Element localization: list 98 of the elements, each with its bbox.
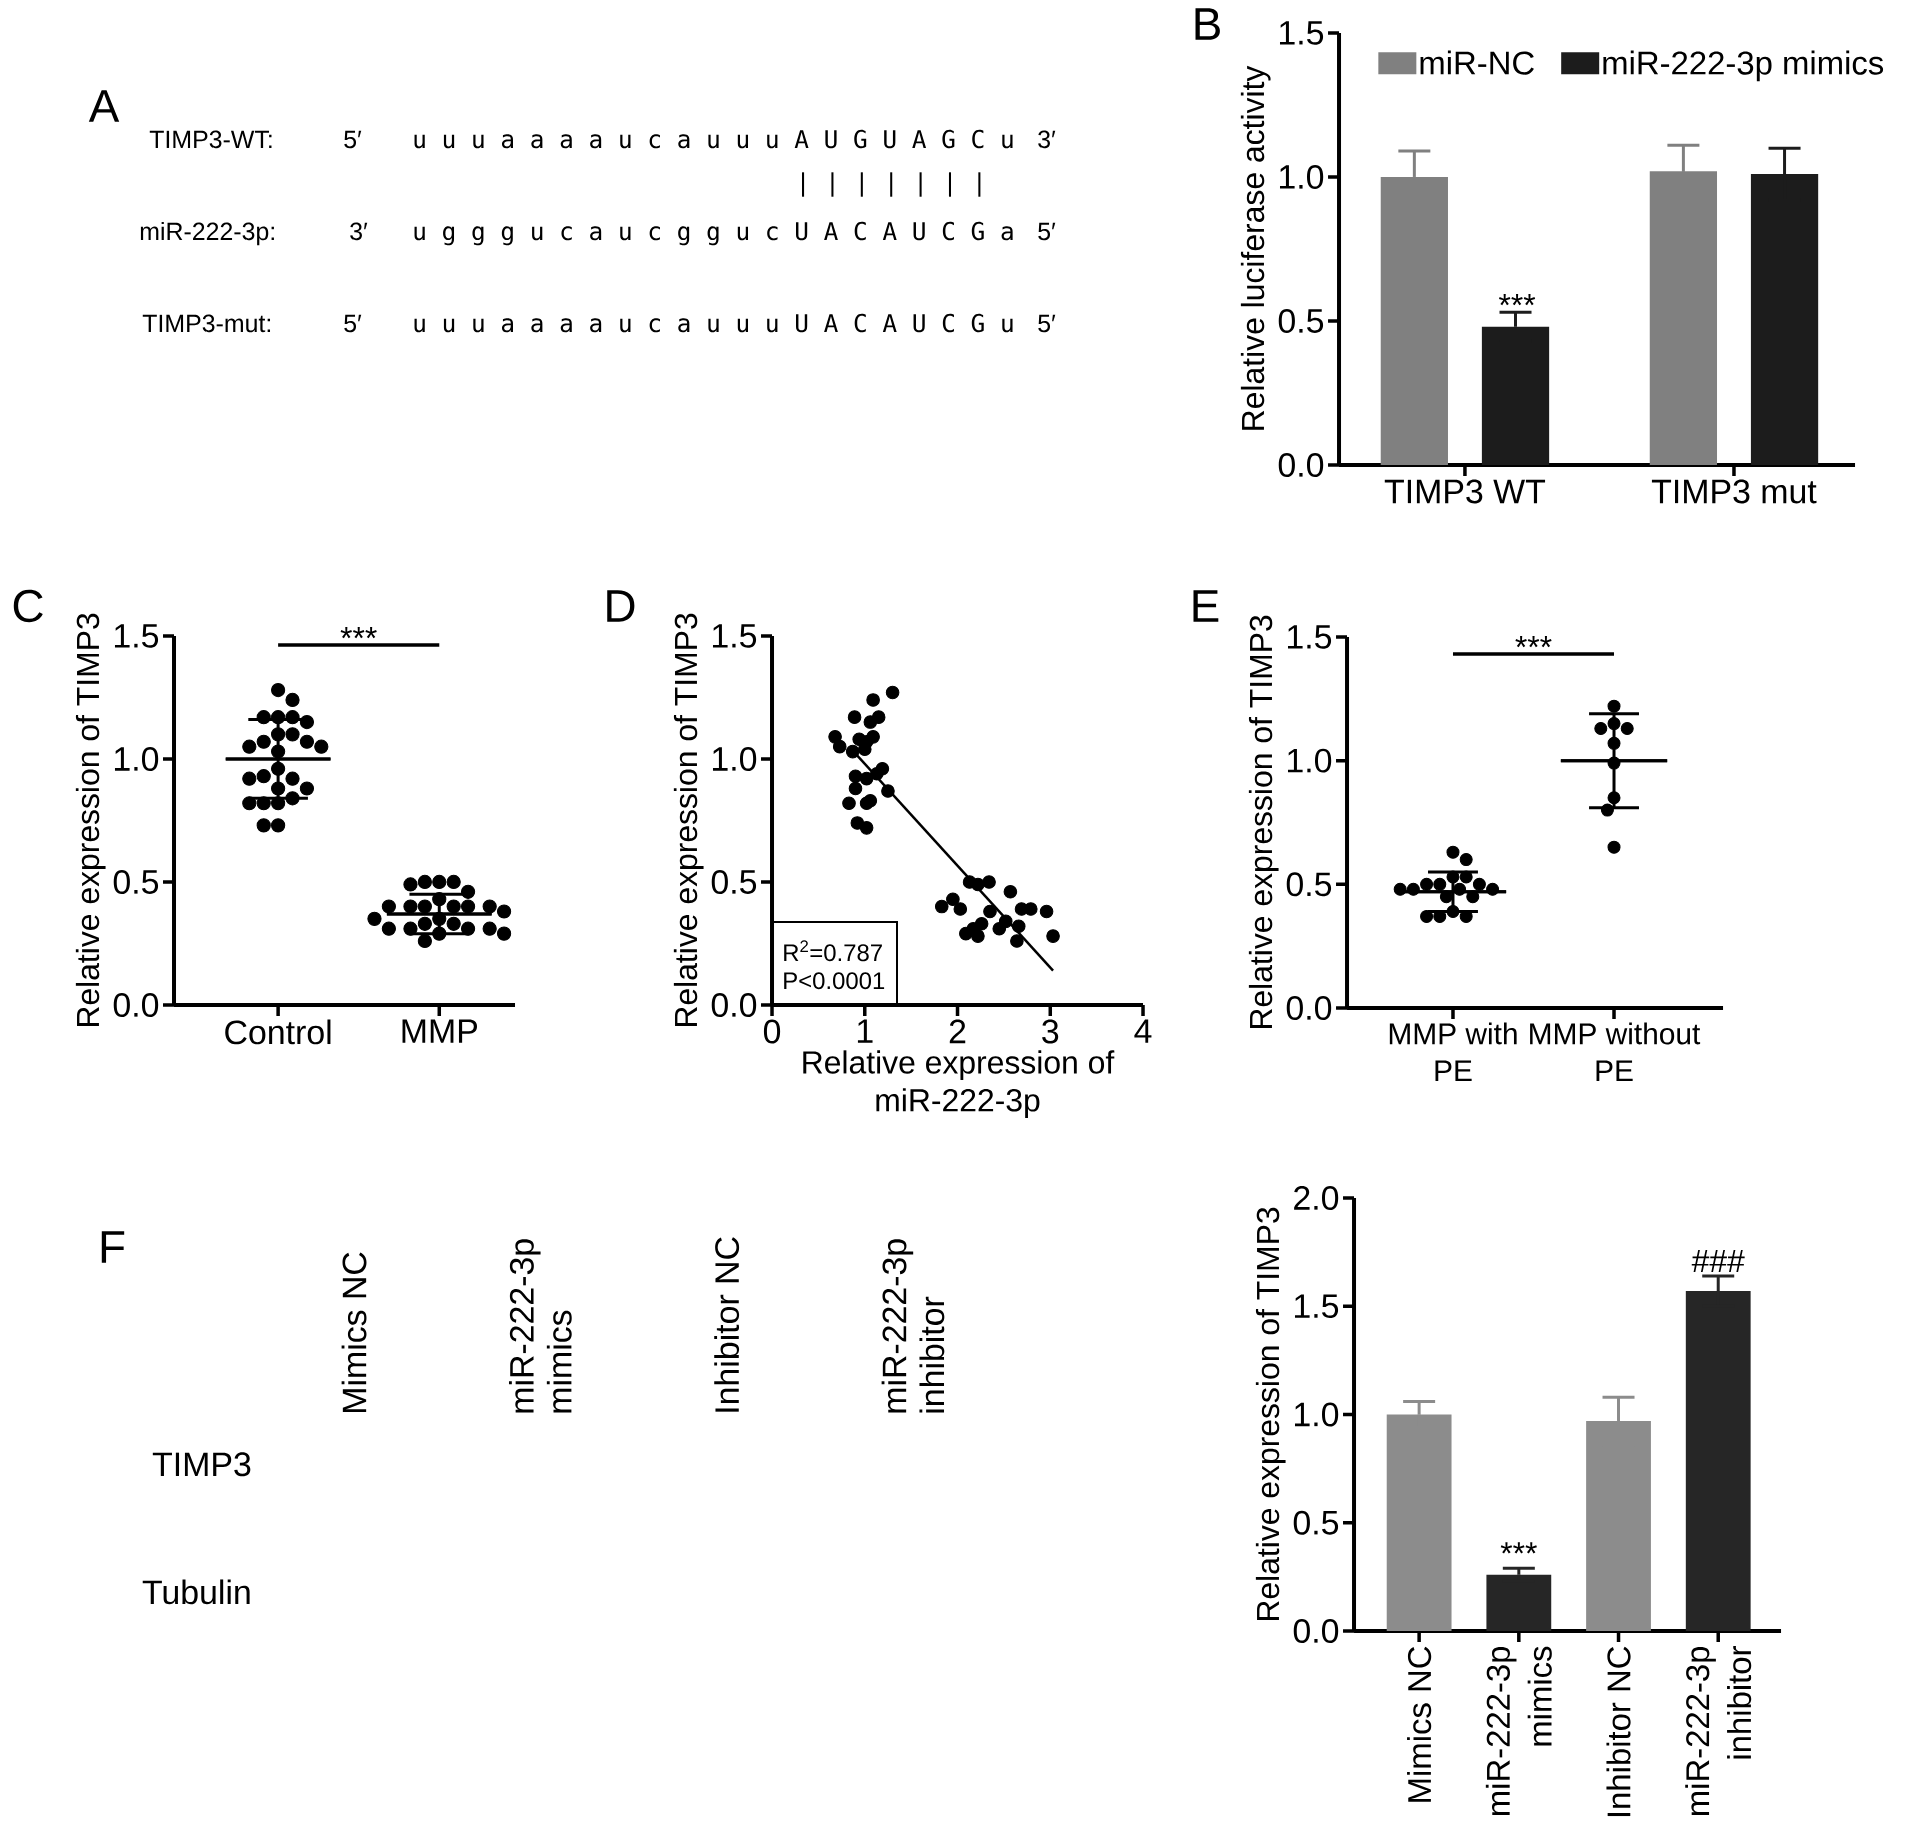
point xyxy=(870,766,884,781)
point xyxy=(971,877,985,892)
point xyxy=(845,744,860,759)
text: | | | | | | | xyxy=(802,172,981,197)
category-label: Tubulin xyxy=(142,1579,250,1605)
annotation: ### xyxy=(1691,1250,1745,1272)
annotation: *** xyxy=(1515,636,1552,648)
point xyxy=(847,710,862,724)
x-tick-label: MMP with PE xyxy=(1389,1022,1517,1082)
y-tick-label: 0.5 xyxy=(113,869,159,894)
text: 5′ xyxy=(344,314,362,333)
point xyxy=(863,793,878,808)
text: 3′ xyxy=(350,222,368,241)
x-tick-label: 0 xyxy=(763,1019,781,1044)
y-tick-label: 0.5 xyxy=(1293,1510,1339,1535)
x-tick-label: Mimics NC xyxy=(1407,1646,1432,1802)
y-tick-label: 0.0 xyxy=(1293,1618,1339,1643)
point xyxy=(1046,929,1060,943)
point xyxy=(998,914,1013,929)
category-label: Inhibitor NC xyxy=(714,1237,740,1412)
point xyxy=(934,899,949,914)
bar xyxy=(1586,1420,1651,1631)
point xyxy=(828,730,842,744)
point xyxy=(832,739,847,754)
point xyxy=(842,796,856,811)
y-tick-label: 1.0 xyxy=(114,746,159,771)
point xyxy=(1011,919,1026,934)
text: u u u a a a a u c a u u u U A C A U C G u xyxy=(414,313,1013,333)
x-tick-label: Inhibitor NC xyxy=(1606,1646,1631,1817)
bar xyxy=(1685,1291,1751,1631)
text: F xyxy=(101,1231,125,1263)
text: u u u a a a a u c a u u u A U G U A G C u xyxy=(414,129,1013,149)
category-label: Mimics NC xyxy=(341,1252,367,1412)
point xyxy=(1010,934,1024,948)
point xyxy=(953,902,968,916)
chart-title: D xyxy=(607,590,635,622)
text: 5′ xyxy=(1038,222,1056,241)
bar xyxy=(1486,1574,1552,1631)
text: 5′ xyxy=(344,130,362,149)
text: u g g g u c a u c g g u c U A C A U C G a xyxy=(414,221,1013,246)
x-tick-label: 2 xyxy=(949,1019,966,1044)
category-label: TIMP3 xyxy=(152,1452,251,1477)
point xyxy=(974,916,989,931)
y-tick-label: 1.5 xyxy=(1294,1294,1339,1319)
point xyxy=(1039,904,1054,919)
point xyxy=(859,821,874,835)
y-tick-label: 0.0 xyxy=(1286,995,1332,1020)
annotation: R$^{2}$=0.787 xyxy=(784,940,882,962)
chart-title: C xyxy=(13,589,43,623)
annotation: *** xyxy=(1500,1542,1537,1554)
point xyxy=(971,929,985,943)
y-axis-title: Relative expression of TIMP3 xyxy=(1248,615,1279,1029)
y-axis-title: Relative expression of TIMP3 xyxy=(673,613,704,1027)
y-tick-label: 1.0 xyxy=(1294,1402,1339,1427)
category-label: miR-222-3p inhibitor xyxy=(881,1239,945,1413)
x-tick-label: Control xyxy=(225,1019,331,1045)
y-tick-label: 0.0 xyxy=(711,992,757,1017)
chart-title: E xyxy=(1193,590,1219,622)
x-tick-label: MMP without PE xyxy=(1530,1022,1701,1082)
point xyxy=(983,904,997,919)
annotation: P<0.0001 xyxy=(784,972,885,990)
annotation: *** xyxy=(340,627,377,639)
y-axis-title: Relative expression of TIMP3 xyxy=(75,613,106,1027)
y-tick-label: 0.0 xyxy=(113,992,159,1017)
y-tick-label: 1.0 xyxy=(1287,748,1332,773)
x-axis-title: Relative expression of miR-222-3p xyxy=(803,1050,1115,1118)
text: miR-222-3p: xyxy=(140,221,274,246)
category-label: miR-222-3p mimics xyxy=(508,1239,572,1413)
point xyxy=(866,693,880,707)
point xyxy=(848,781,863,796)
point xyxy=(859,771,874,786)
point xyxy=(946,892,960,906)
point xyxy=(871,710,886,724)
x-tick-label: 3 xyxy=(1042,1019,1059,1044)
y-tick-label: 2.0 xyxy=(1294,1185,1339,1210)
y-tick-label: 1.5 xyxy=(114,624,159,648)
point xyxy=(881,784,895,798)
text: A xyxy=(88,90,120,122)
text: 5′ xyxy=(1038,314,1056,333)
text: TIMP3-mut: xyxy=(142,314,271,333)
text: 3′ xyxy=(1038,130,1056,149)
point xyxy=(1003,885,1018,899)
y-axis-title: Relative expression of TIMP3 xyxy=(1255,1207,1286,1621)
x-tick-label: miR-222-3p mimics xyxy=(1485,1646,1552,1816)
point xyxy=(982,875,996,889)
text: TIMP3-WT: xyxy=(149,130,272,149)
point xyxy=(885,685,900,700)
x-tick-label: miR-222-3p inhibitor xyxy=(1685,1646,1752,1816)
x-tick-label: 1 xyxy=(857,1019,873,1043)
y-tick-label: 0.5 xyxy=(1286,872,1332,897)
y-tick-label: 1.5 xyxy=(712,624,757,648)
x-tick-label: MMP xyxy=(402,1019,477,1043)
y-tick-label: 0.5 xyxy=(711,869,757,894)
point xyxy=(848,769,863,783)
y-tick-label: 1.0 xyxy=(712,746,757,771)
x-tick-label: 4 xyxy=(1134,1019,1152,1043)
bar xyxy=(1386,1414,1452,1631)
y-tick-label: 1.5 xyxy=(1287,625,1332,649)
